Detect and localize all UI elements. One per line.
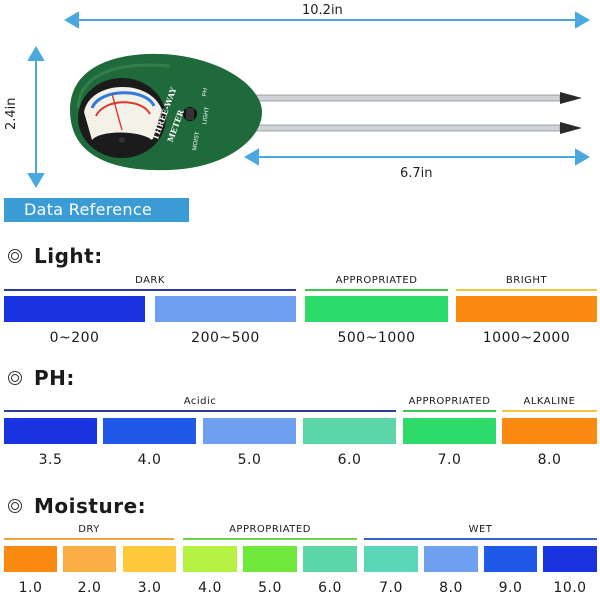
probe-length-label: 6.7in: [400, 166, 433, 181]
moisture-bar-7: [364, 546, 418, 572]
light-bar-1: [4, 296, 145, 322]
ph-title-text: PH:: [34, 366, 75, 390]
moisture-bar-2: [63, 546, 116, 572]
ph-bar-2: [103, 418, 196, 444]
ph-value-3: 5.0: [237, 452, 262, 468]
light-cat-appropriated-line: [305, 289, 448, 291]
light-value-2: 200~500: [191, 330, 260, 346]
moisture-bar-1: [4, 546, 57, 572]
moisture-bar-3: [123, 546, 176, 572]
moisture-bar-10: [543, 546, 597, 572]
moisture-bar-6: [303, 546, 357, 572]
moisture-bar-8: [424, 546, 478, 572]
product-diagram: [27, 11, 590, 188]
probe-arrow: [244, 148, 590, 166]
light-bar-3: [305, 296, 448, 322]
light-title-text: Light:: [34, 244, 103, 268]
height-arrow: [27, 46, 45, 188]
ph-bar-4: [303, 418, 396, 444]
ph-bar-6: [502, 418, 597, 444]
meter-body: [70, 53, 262, 171]
light-title: Light:: [8, 244, 103, 268]
moisture-value-1: 1.0: [18, 580, 43, 596]
length-arrow: [64, 11, 590, 29]
moisture-title-text: Moisture:: [34, 494, 147, 518]
moisture-value-2: 2.0: [77, 580, 102, 596]
light-cat-appropriated: APPROPRIATED: [305, 275, 448, 291]
moisture-value-8: 8.0: [439, 580, 463, 596]
moisture-value-9: 9.0: [498, 580, 523, 596]
light-bar-4: [456, 296, 597, 322]
moisture-bar-9: [484, 546, 537, 572]
moisture-cat-appropriated-line: [183, 538, 357, 540]
light-value-3: 500~1000: [337, 330, 416, 346]
ph-bar-1: [4, 418, 97, 444]
moisture-value-7: 7.0: [379, 580, 403, 596]
ph-cat-acidic: Acidic: [4, 396, 396, 412]
ph-cat-acidic-line: [4, 410, 396, 412]
moisture-cat-dry: DRY: [4, 524, 174, 540]
light-cat-bright: BRIGHT: [456, 275, 597, 291]
moisture-bar-5: [243, 546, 297, 572]
bullet-icon: [8, 499, 22, 513]
ph-value-2: 4.0: [137, 452, 162, 468]
ph-bar-3: [203, 418, 296, 444]
light-value-4: 1000~2000: [482, 330, 571, 346]
ph-cat-alkaline-line: [502, 410, 597, 412]
ph-cat-appropriated: APPROPRIATED: [403, 396, 496, 412]
data-reference-banner: Data Reference: [4, 198, 189, 222]
moisture-cat-dry-line: [4, 538, 174, 540]
ph-cat-alkaline: ALKALINE: [502, 396, 597, 412]
light-value-1: 0~200: [49, 330, 100, 346]
moisture-cat-appropriated: APPROPRIATED: [183, 524, 357, 540]
moisture-value-4: 4.0: [198, 580, 222, 596]
ph-value-5: 7.0: [437, 452, 462, 468]
ph-value-6: 8.0: [537, 452, 562, 468]
light-cat-bright-line: [456, 289, 597, 291]
moisture-value-5: 5.0: [258, 580, 282, 596]
moisture-value-3: 3.0: [137, 580, 162, 596]
ph-value-1: 3.5: [38, 452, 63, 468]
moisture-cat-wet: WET: [364, 524, 597, 540]
ph-cat-appropriated-line: [403, 410, 496, 412]
bullet-icon: [8, 249, 22, 263]
ph-value-4: 6.0: [337, 452, 362, 468]
moisture-bar-4: [183, 546, 237, 572]
ph-bar-5: [403, 418, 496, 444]
light-cat-dark-line: [4, 289, 296, 291]
moisture-cat-wet-line: [364, 538, 597, 540]
length-label: 10.2in: [302, 3, 343, 18]
ph-title: PH:: [8, 366, 75, 390]
light-bar-2: [155, 296, 296, 322]
moisture-value-10: 10.0: [553, 580, 587, 596]
bullet-icon: [8, 371, 22, 385]
moisture-title: Moisture:: [8, 494, 146, 518]
light-cat-dark: DARK: [4, 275, 296, 291]
moisture-value-6: 6.0: [318, 580, 342, 596]
height-label: 2.4in: [4, 97, 19, 130]
probes: [249, 92, 582, 134]
